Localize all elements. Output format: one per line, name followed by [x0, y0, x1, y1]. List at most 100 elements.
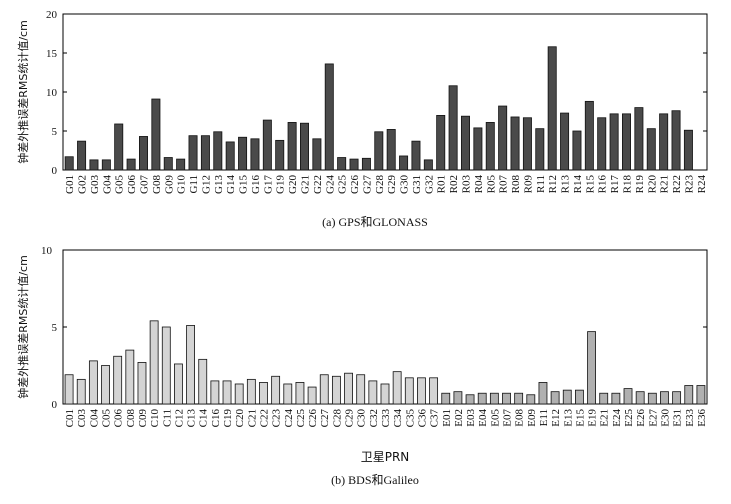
x-tick-label: R02 [448, 175, 460, 193]
bar-e27 [647, 392, 657, 405]
x-tick-label: C01 [64, 409, 76, 427]
x-tick-label: G14 [225, 175, 237, 194]
bar-c21 [246, 378, 256, 405]
bar-c06 [113, 355, 123, 405]
bar-r01 [436, 115, 446, 171]
x-tick-label: E13 [562, 409, 574, 427]
bar-e08 [514, 392, 524, 405]
bar-g05 [114, 123, 124, 171]
bar-c01 [64, 374, 74, 405]
bar-g21 [300, 122, 309, 171]
bar-e19 [587, 331, 596, 405]
chart-panel-b: 0 5 10 C01 C03 C04 C05 C06 C08 C09 C10 C11 C12 C13 C14… [16, 245, 708, 487]
x-tick-label: C28 [331, 409, 343, 428]
bar-r18 [622, 113, 631, 171]
bar-g16 [250, 138, 260, 171]
bar-c16 [210, 380, 220, 405]
x-tick-label: E25 [623, 409, 635, 427]
x-tick-label: C37 [429, 409, 441, 428]
bar-e15 [575, 389, 584, 405]
bar-g19 [275, 139, 285, 171]
y-axis-label: 钟差外推误差RMS统计值/cm [16, 20, 30, 164]
bar-e02 [453, 391, 463, 405]
y-tick-label: 5 [52, 322, 58, 334]
bar-e21 [599, 392, 609, 405]
x-tick-label: G06 [126, 175, 138, 194]
x-tick-label: C32 [368, 409, 380, 427]
x-axis-label: 卫星PRN [361, 450, 410, 464]
x-tick-label: C33 [380, 409, 392, 428]
x-tick-label: G08 [151, 175, 163, 194]
bar-c24 [283, 383, 293, 405]
x-tick-label: G03 [89, 175, 101, 194]
x-tick-label: G11 [188, 175, 200, 194]
bar-c20 [234, 383, 244, 405]
x-tick-label: E04 [477, 409, 489, 427]
x-tick-label: G15 [238, 175, 250, 194]
x-tick-label: C36 [416, 409, 428, 428]
x-tick-label: C35 [404, 409, 416, 428]
x-tick-label: R23 [683, 175, 695, 194]
bar-g27 [361, 157, 371, 171]
bar-r03 [461, 115, 470, 171]
x-tick-label: E26 [635, 409, 647, 427]
bar-g22 [312, 138, 322, 171]
x-tick-label: E36 [696, 409, 708, 427]
bar-e01 [441, 392, 451, 405]
bar-c36 [417, 377, 426, 405]
x-tick-label: G27 [361, 175, 373, 194]
x-tick-label: G05 [114, 175, 126, 194]
bar-g13 [213, 131, 223, 171]
bar-c11 [161, 326, 171, 405]
bar-c09 [137, 362, 147, 405]
bar-r09 [522, 117, 532, 171]
x-tick-label: E15 [574, 409, 586, 427]
bar-r07 [498, 105, 508, 171]
x-tick-label: C29 [344, 409, 356, 428]
x-tick-label: E11 [538, 409, 550, 426]
bar-e04 [477, 392, 487, 405]
bar-r02 [448, 85, 458, 171]
x-tick-label: G31 [411, 175, 423, 194]
bar-e36 [696, 385, 706, 405]
bar-r14 [572, 130, 582, 171]
x-tick-label: G19 [275, 175, 287, 194]
bar-e30 [660, 391, 669, 405]
bar-c25 [295, 382, 305, 405]
x-tick-label: R22 [671, 175, 683, 193]
x-tick-label: G29 [386, 175, 398, 194]
bar-r05 [485, 122, 495, 171]
x-tick-label: C03 [76, 409, 88, 428]
bar-g02 [77, 140, 87, 171]
x-tick-label: R07 [498, 175, 510, 194]
x-tick-label: C09 [137, 409, 149, 428]
x-tick-label: C26 [307, 409, 319, 428]
bar-c03 [76, 378, 86, 405]
bar-g30 [399, 155, 409, 171]
x-tick-label: R17 [609, 175, 621, 194]
bar-r12 [547, 46, 557, 171]
bar-c13 [186, 325, 196, 405]
bar-c37 [429, 377, 439, 405]
bar-c33 [380, 383, 390, 405]
bar-e05 [489, 392, 499, 405]
bar-g24 [324, 63, 334, 171]
x-tick-label: R03 [461, 175, 473, 194]
bar-c28 [331, 375, 341, 405]
bar-c32 [368, 380, 378, 405]
bar-e24 [611, 392, 621, 405]
bar-g14 [225, 141, 235, 171]
bar-c10 [149, 320, 159, 405]
chart-caption: (a) GPS和GLONASS [322, 215, 428, 229]
x-tick-label: G26 [349, 175, 361, 194]
x-tick-label: R11 [535, 175, 547, 193]
x-tick-label: G07 [139, 175, 151, 194]
bar-g07 [139, 136, 148, 171]
x-tick-label: R15 [584, 175, 596, 194]
bar-g28 [374, 131, 384, 171]
bar-g08 [151, 98, 161, 171]
bar-g09 [163, 157, 173, 171]
bar-g11 [188, 135, 198, 171]
